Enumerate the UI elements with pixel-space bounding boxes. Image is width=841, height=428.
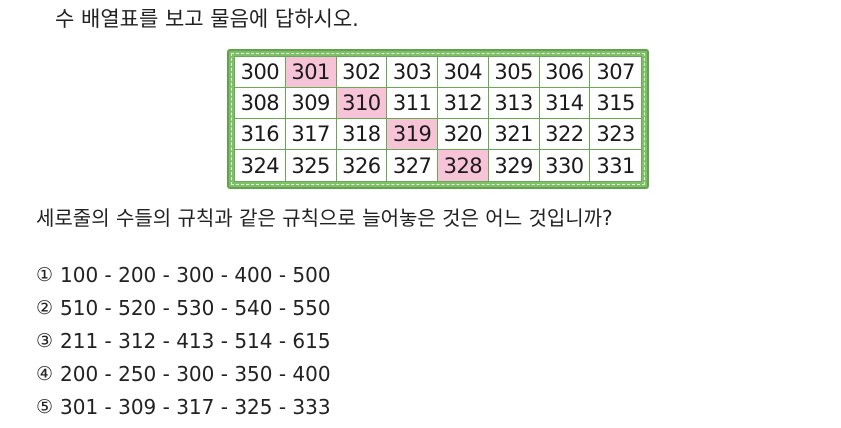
table-cell: 304 — [438, 57, 489, 88]
table-cell: 326 — [337, 150, 388, 181]
option-text: 211 - 312 - 413 - 514 - 615 — [60, 328, 331, 353]
table-cell: 319 — [387, 119, 438, 150]
table-cell: 330 — [540, 150, 591, 181]
table-cell: 312 — [438, 88, 489, 119]
table-cell: 307 — [590, 57, 641, 88]
answer-option: ② 510 - 520 - 530 - 540 - 550 — [36, 291, 331, 324]
table-cell: 308 — [235, 88, 286, 119]
table-cell: 322 — [539, 119, 591, 150]
option-text: 200 - 250 - 300 - 350 - 400 — [60, 361, 331, 386]
table-cell: 311 — [387, 88, 438, 119]
answer-option: ① 100 - 200 - 300 - 400 - 500 — [36, 258, 331, 291]
table-cell: 303 — [387, 57, 438, 88]
answer-option: ③ 211 - 312 - 413 - 514 - 615 — [36, 324, 331, 357]
table-cell: 331 — [596, 153, 635, 178]
table-cell: 306 — [539, 57, 591, 88]
table-cell: 305 — [488, 57, 540, 88]
table-cell: 300 — [235, 57, 286, 88]
option-text: 301 - 309 - 317 - 325 - 333 — [60, 394, 331, 419]
option-text: 510 - 520 - 530 - 540 - 550 — [60, 295, 331, 320]
table-cell: 324 — [235, 150, 286, 181]
table-cell: 318 — [336, 119, 388, 150]
table-cell: 320 — [438, 119, 489, 150]
answer-option: ⑤ 301 - 309 - 317 - 325 - 333 — [36, 390, 331, 423]
number-table: 300 301 302 303 304 305 306 307 308 309 310 311 312 3… — [234, 56, 642, 182]
table-cell: 314 — [539, 88, 591, 119]
table-cell: 321 — [488, 119, 540, 150]
table-cell: 302 — [336, 57, 388, 88]
table-cell: 329 — [489, 150, 540, 181]
question-text: 세로줄의 수들의 규칙과 같은 규칙으로 늘어놓은 것은 어느 것입니까? — [36, 206, 613, 230]
table-cell: 315 — [590, 88, 641, 119]
table-cell: 316 — [235, 119, 286, 150]
option-number: ① — [36, 263, 54, 286]
table-cell: 313 — [488, 88, 540, 119]
option-number: ⑤ — [36, 395, 54, 418]
table-cell: 317 — [285, 119, 337, 150]
option-number: ③ — [36, 329, 54, 352]
table-cell: 309 — [285, 88, 337, 119]
answer-options: ① 100 - 200 - 300 - 400 - 500 ② 510 - 520 -… — [36, 258, 331, 423]
table-cell: 301 — [285, 57, 337, 88]
table-cell: 325 — [286, 150, 337, 181]
option-number: ② — [36, 296, 54, 319]
table-cell: 327 — [387, 150, 438, 181]
table-cell: 323 — [590, 119, 641, 150]
table-cell: 328 — [438, 150, 489, 181]
option-text: 100 - 200 - 300 - 400 - 500 — [60, 262, 331, 287]
number-table-frame: 300 301 302 303 304 305 306 307 308 309 310 311 312 3… — [227, 49, 649, 189]
instruction-text: 수 배열표를 보고 물음에 답하시오. — [55, 7, 359, 31]
table-cell: 310 — [336, 88, 388, 119]
option-number: ④ — [36, 362, 54, 385]
answer-option: ④ 200 - 250 - 300 - 350 - 400 — [36, 357, 331, 390]
